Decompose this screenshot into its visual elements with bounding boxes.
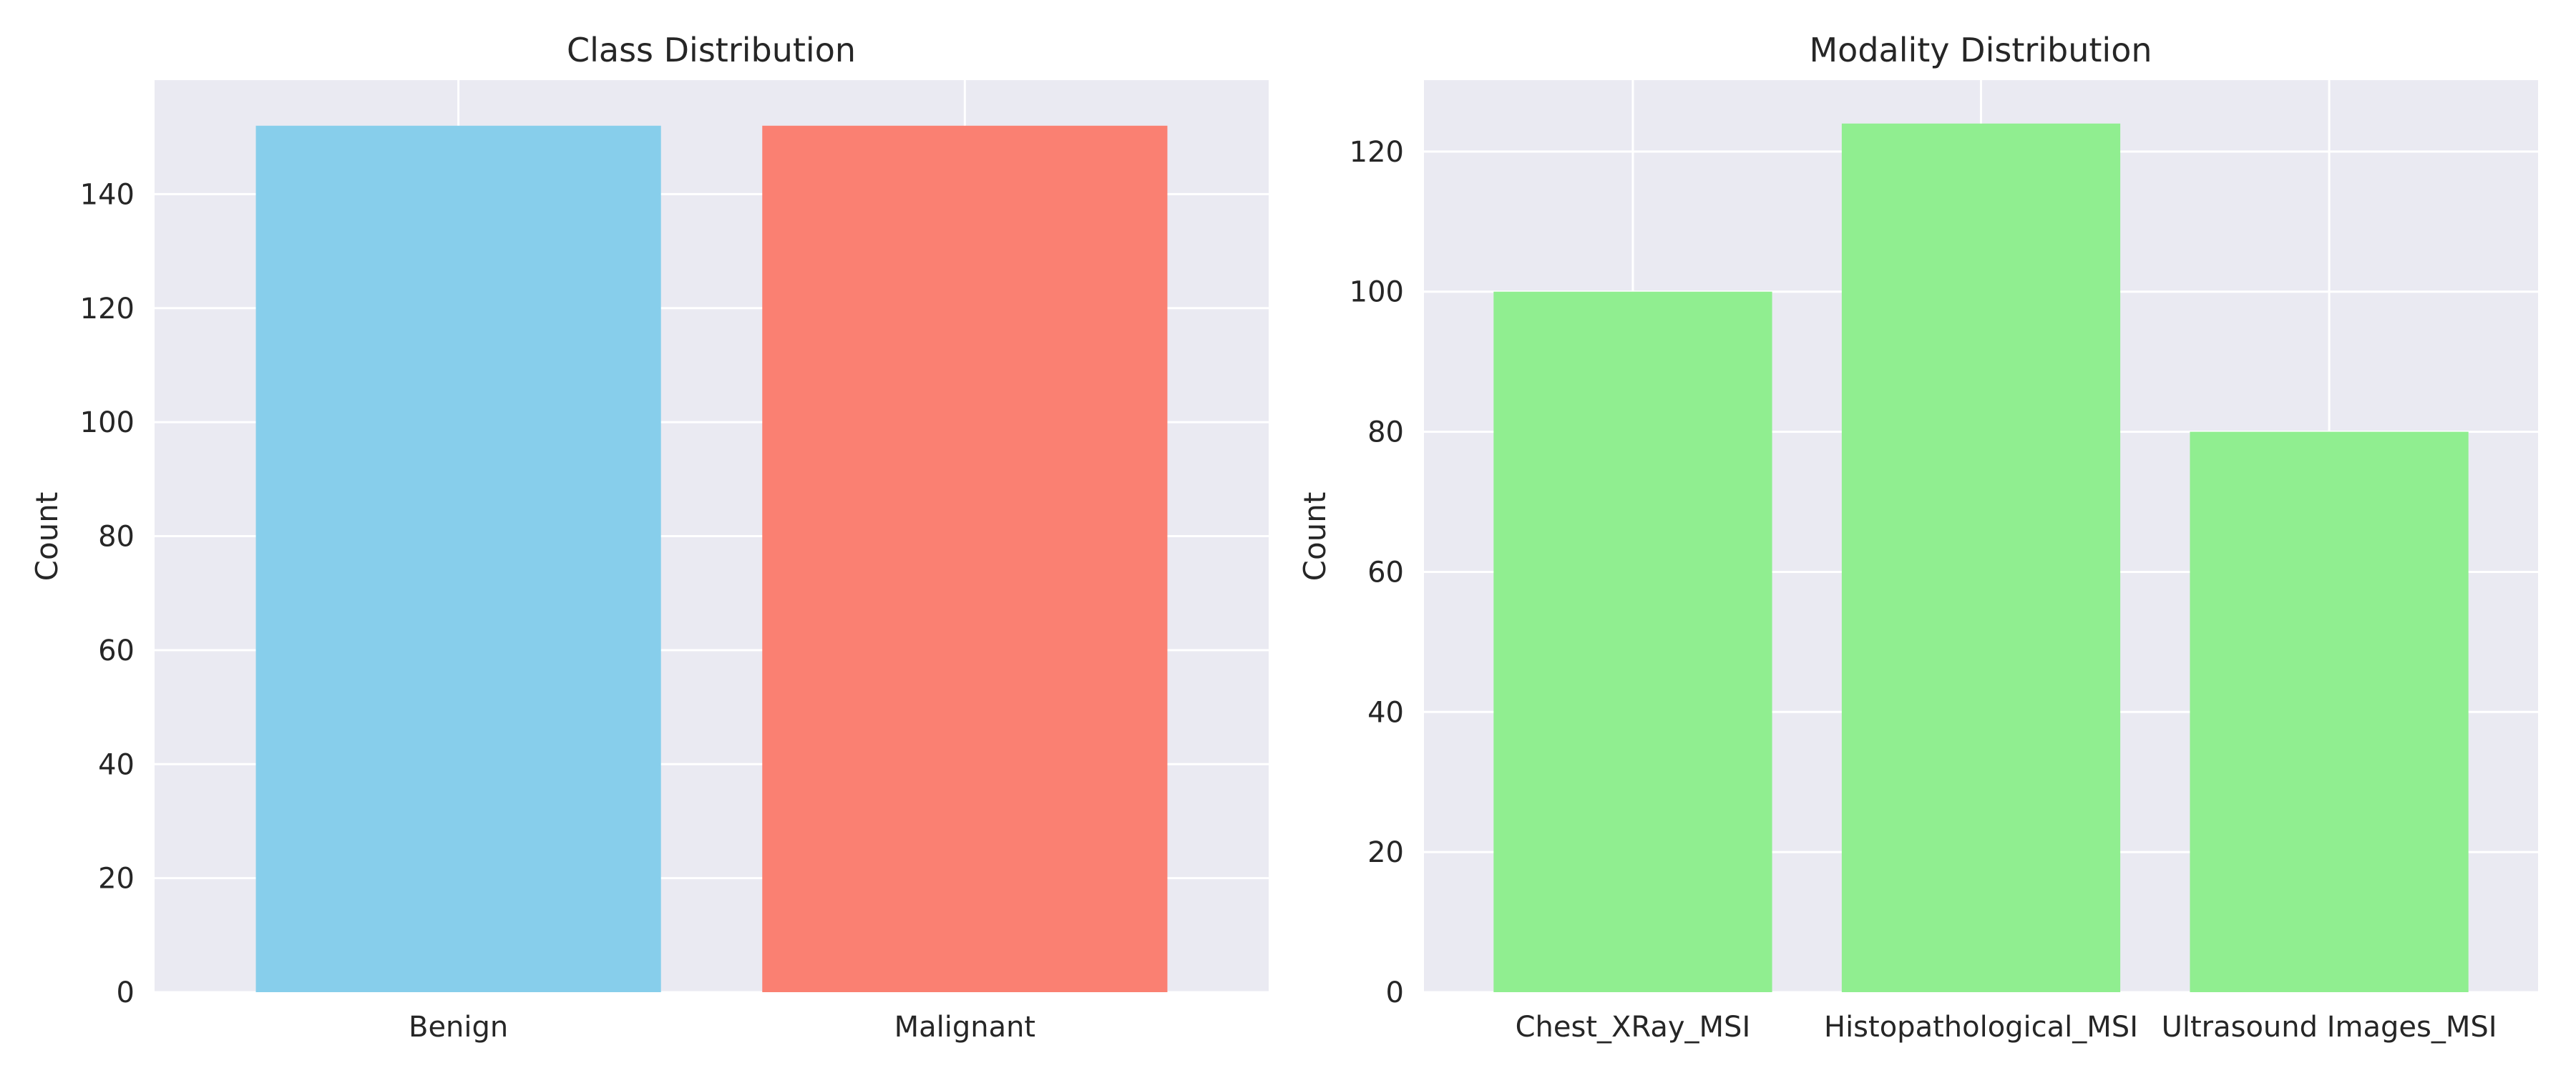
modality-bar xyxy=(1493,291,1772,993)
modality-y-tick-label: 60 xyxy=(1367,556,1404,589)
class-y-tick-label: 60 xyxy=(98,635,135,667)
modality-chart-title: Modality Distribution xyxy=(1809,31,2152,69)
modality-bars xyxy=(1493,123,2469,993)
modality-bar xyxy=(1841,123,2121,993)
class-x-tick-label: Benign xyxy=(409,1011,508,1044)
modality-y-tick-label: 0 xyxy=(1386,976,1404,1009)
modality-y-tick-labels: 0 20 40 60 80 100 120 xyxy=(1350,136,1404,1009)
modality-x-tick-labels: Chest_XRay_MSI Histopathological_MSI Ultra… xyxy=(1516,1011,2497,1044)
modality-y-tick-label: 120 xyxy=(1350,136,1404,169)
class-bars xyxy=(255,125,1168,992)
modality-distribution-panel: 0 20 40 60 80 100 120 Chest_XRay_MSI Histopatho… xyxy=(1297,31,2538,1044)
modality-y-tick-label: 80 xyxy=(1367,416,1404,449)
class-bar xyxy=(255,125,661,992)
modality-bar xyxy=(2190,431,2469,992)
class-y-tick-label: 0 xyxy=(117,976,135,1009)
class-x-tick-labels: Benign Malignant xyxy=(409,1011,1035,1044)
modality-y-tick-label: 40 xyxy=(1367,696,1404,729)
modality-x-tick-label: Ultrasound Images_MSI xyxy=(2162,1011,2497,1044)
class-y-tick-label: 40 xyxy=(98,748,135,781)
class-distribution-panel: 0 20 40 60 80 100 120 140 Benign Malignant Class… xyxy=(29,31,1269,1044)
modality-x-tick-label: Histopathological_MSI xyxy=(1824,1011,2138,1044)
modality-y-tick-label: 20 xyxy=(1367,836,1404,869)
modality-y-axis-label: Count xyxy=(1297,492,1332,582)
class-bar xyxy=(762,125,1168,992)
class-y-tick-label: 120 xyxy=(80,293,135,325)
class-y-tick-label: 20 xyxy=(98,863,135,896)
class-chart-title: Class Distribution xyxy=(567,31,856,69)
class-y-tick-label: 80 xyxy=(98,521,135,554)
modality-y-tick-label: 100 xyxy=(1350,276,1404,309)
class-x-tick-label: Malignant xyxy=(894,1011,1036,1044)
class-y-tick-labels: 0 20 40 60 80 100 120 140 xyxy=(80,178,135,1009)
class-y-tick-label: 100 xyxy=(80,406,135,439)
class-y-axis-label: Count xyxy=(29,492,64,582)
modality-x-tick-label: Chest_XRay_MSI xyxy=(1516,1011,1751,1044)
class-y-tick-label: 140 xyxy=(80,178,135,211)
